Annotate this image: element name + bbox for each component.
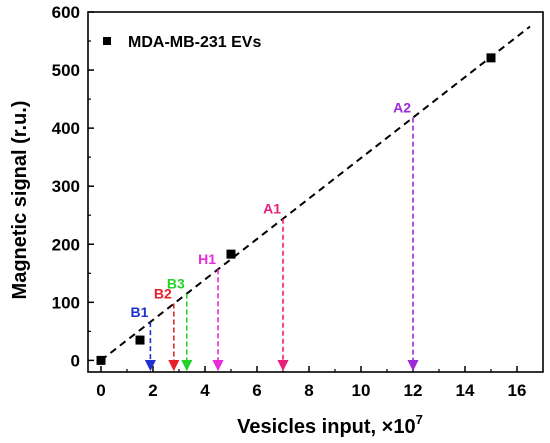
y-tick-label: 600 bbox=[52, 3, 80, 22]
x-tick-label: 14 bbox=[456, 381, 475, 400]
y-tick-label: 300 bbox=[52, 177, 80, 196]
y-tick-label: 200 bbox=[52, 235, 80, 254]
legend: MDA-MB-231 EVs bbox=[103, 34, 261, 51]
y-tick-label: 100 bbox=[52, 293, 80, 312]
y-tick-label: 0 bbox=[71, 351, 80, 370]
y-axis-title: Magnetic signal (r.u.) bbox=[9, 101, 31, 300]
fit-line-group bbox=[100, 25, 531, 362]
x-tick-label: 4 bbox=[200, 381, 210, 400]
x-tick-label: 16 bbox=[508, 381, 527, 400]
x-tick-label: 12 bbox=[404, 381, 423, 400]
legend-marker bbox=[103, 37, 111, 45]
plot-area bbox=[87, 11, 544, 373]
data-point bbox=[486, 53, 496, 63]
x-tick-label: 0 bbox=[96, 381, 105, 400]
x-tick-label: 8 bbox=[304, 381, 313, 400]
axis-ticks: 0 2 4 6 8 10 12 14 16 0 100 200 300 400 500 600 bbox=[52, 3, 527, 400]
x-axis-title: Vesicles input, ×107 bbox=[237, 412, 423, 438]
fit-line bbox=[100, 25, 531, 362]
data-point bbox=[135, 335, 145, 345]
annotation-label-b2: B2 bbox=[154, 285, 172, 301]
y-tick-label: 400 bbox=[52, 119, 80, 138]
data-point bbox=[226, 249, 236, 259]
annotation-label-b3: B3 bbox=[167, 276, 185, 292]
data-point bbox=[96, 355, 106, 365]
annotation-label-a1: A1 bbox=[263, 201, 281, 217]
x-axis-title-exponent: 7 bbox=[416, 412, 423, 427]
y-tick-label: 500 bbox=[52, 61, 80, 80]
x-tick-label: 10 bbox=[352, 381, 371, 400]
x-axis-title-text: Vesicles input, ×10 bbox=[237, 416, 415, 438]
annotation-label-b1: B1 bbox=[130, 304, 148, 320]
plot-frame bbox=[87, 11, 544, 373]
legend-label: MDA-MB-231 EVs bbox=[128, 34, 261, 51]
annotation-label-h1: H1 bbox=[198, 251, 216, 267]
x-tick-label: 2 bbox=[148, 381, 157, 400]
annotation-label-a2: A2 bbox=[393, 100, 411, 116]
data-points bbox=[96, 53, 496, 365]
x-tick-label: 6 bbox=[252, 381, 261, 400]
